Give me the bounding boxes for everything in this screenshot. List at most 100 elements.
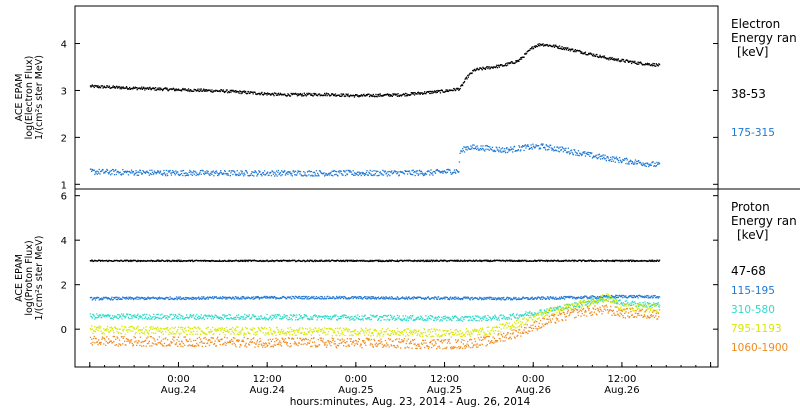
data-point [641,295,643,297]
data-point [329,317,331,319]
y-axis-label-line: log(Proton Flux) [24,240,35,315]
data-point [227,329,229,331]
data-point [344,171,346,173]
data-point [527,50,530,52]
data-point [258,298,261,300]
data-point [421,172,423,174]
data-point [408,317,410,319]
data-point [500,297,502,299]
data-point [350,316,352,318]
data-point [389,296,391,298]
data-point [599,155,601,157]
data-point [510,148,512,151]
data-point [467,319,469,322]
data-point [632,162,634,164]
data-point [218,297,221,300]
data-point [341,260,343,263]
data-point [291,93,293,96]
data-point [115,328,117,330]
data-point [614,161,616,163]
data-point [111,168,114,171]
data-point [193,173,195,175]
data-point [359,259,361,262]
data-point [312,332,314,334]
data-point [146,313,148,316]
data-point [369,259,371,261]
data-point [615,298,617,300]
data-point [103,315,105,318]
data-point [175,260,178,262]
data-point [482,66,484,68]
data-point [460,84,462,87]
data-point [152,326,154,328]
data-point [589,152,592,154]
data-point [604,260,606,262]
data-point [541,259,543,261]
data-point [364,330,366,332]
data-point [445,172,447,174]
data-point [575,298,577,300]
data-point [631,62,633,65]
data-point [413,92,415,94]
data-point [291,172,293,175]
data-point [366,170,368,172]
data-point [598,157,600,159]
data-point [309,327,311,329]
data-point [271,314,273,316]
data-point [198,296,200,298]
data-point [238,298,240,300]
data-point [233,316,235,319]
data-point [458,161,461,163]
data-point [325,316,328,318]
data-point [262,259,264,262]
data-point [410,297,412,299]
data-point [278,313,280,316]
data-point [619,259,621,262]
data-point [614,295,616,298]
data-point [325,334,327,336]
data-point [230,260,233,263]
data-point [334,327,337,330]
data-point [217,317,219,319]
data-point [463,316,466,318]
data-point [203,90,205,92]
data-point [317,297,319,299]
data-point [168,331,171,333]
data-point [320,171,322,173]
data-point [420,297,422,299]
data-point [396,296,399,298]
data-point [658,63,660,65]
data-point [380,297,382,299]
data-point [108,85,111,87]
data-point [134,173,136,175]
data-point [353,316,356,318]
data-point [248,315,250,318]
data-point [307,93,309,95]
data-point [161,259,164,261]
data-point [446,90,448,92]
data-point [456,298,459,300]
data-point [427,319,429,321]
data-point [519,259,521,261]
data-point [263,170,266,172]
data-point [541,311,543,313]
data-point [494,259,497,262]
data-point [298,171,300,173]
data-point [229,314,231,316]
data-point [197,88,199,90]
data-point [451,315,454,318]
data-point [367,260,369,262]
data-point [602,154,604,156]
data-point [128,88,130,90]
data-point [610,58,612,61]
data-point [249,92,251,94]
data-point [502,314,504,316]
data-point [302,298,304,300]
data-point [178,332,180,334]
y-tick-label: 2 [61,133,67,144]
data-point [470,260,472,262]
data-point [602,295,604,297]
data-point [412,169,414,171]
data-point [499,64,501,67]
data-point [137,325,139,327]
